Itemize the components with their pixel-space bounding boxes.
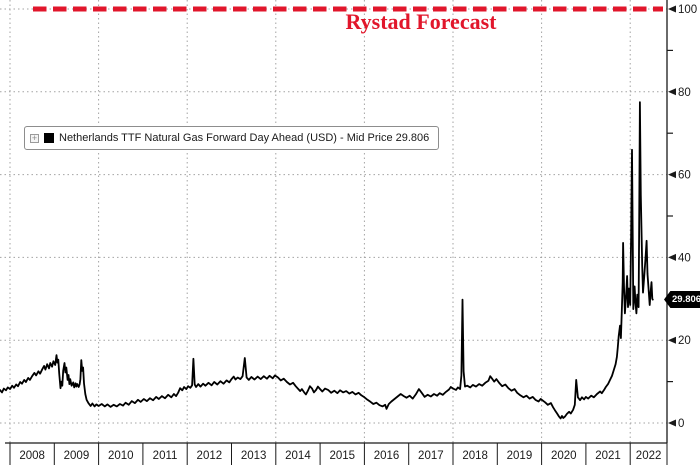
y-tick-arrow-icon [668, 171, 676, 179]
y-tick-label: 0 [678, 418, 684, 430]
x-year-label: 2012 [197, 450, 223, 462]
x-year-label: 2020 [551, 450, 577, 462]
y-tick-arrow-icon [668, 5, 676, 13]
x-year-label: 2008 [19, 450, 45, 462]
x-year-label: 2010 [108, 450, 134, 462]
x-year-label: 2011 [153, 450, 178, 462]
x-year-label: 2021 [595, 450, 621, 462]
legend-box[interactable]: + Netherlands TTF Natural Gas Forward Da… [24, 126, 440, 150]
last-price-tag: 29.806 [664, 291, 700, 308]
legend-series-label: Netherlands TTF Natural Gas Forward Day … [59, 132, 430, 144]
x-year-label: 2015 [329, 450, 355, 462]
x-year-label: 2019 [507, 450, 533, 462]
x-year-label: 2016 [374, 450, 400, 462]
x-year-label: 2013 [241, 450, 267, 462]
y-tick-arrow-icon [668, 419, 676, 427]
forecast-annotation-label: Rystad Forecast [345, 9, 497, 34]
y-tick-label: 20 [678, 335, 691, 347]
price-line-path [0, 101, 654, 420]
y-tick-label: 80 [678, 87, 691, 99]
y-tick-arrow-icon [668, 88, 676, 96]
series-swatch-icon [44, 133, 54, 143]
x-year-label: 2017 [418, 450, 444, 462]
x-year-label: 2022 [636, 450, 662, 462]
y-tick-arrow-icon [668, 253, 676, 261]
x-year-label: 2018 [462, 450, 488, 462]
y-tick-label: 60 [678, 170, 691, 182]
y-tick-label: 100 [678, 4, 697, 16]
y-tick-arrow-icon [668, 336, 676, 344]
x-year-label: 2014 [285, 450, 311, 462]
x-year-label: 2009 [64, 450, 90, 462]
y-tick-label: 40 [678, 252, 691, 264]
last-price-value: 29.806 [672, 294, 700, 305]
legend-expand-icon[interactable]: + [30, 132, 39, 143]
